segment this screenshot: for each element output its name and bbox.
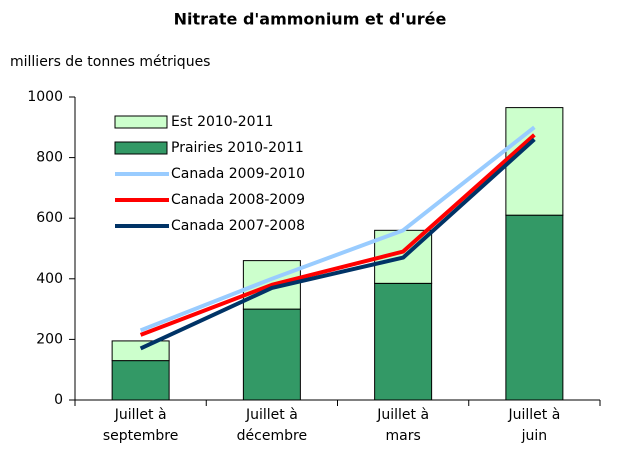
bar [374, 282, 433, 401]
legend-label: Prairies 2010-2011 [171, 140, 304, 156]
bar [242, 308, 301, 401]
line [139, 133, 536, 337]
y-tick-label: 400 [36, 271, 63, 287]
legend-label: Canada 2008-2009 [171, 192, 305, 208]
legend-swatch [114, 141, 168, 155]
line [139, 125, 536, 333]
x-tick-label: Juillet à décembre [237, 407, 307, 444]
legend-label: Canada 2007-2008 [171, 218, 305, 234]
x-tick-label-line: Juillet à [507, 407, 560, 423]
legend-label: Est 2010-2011 [171, 114, 273, 130]
y-axis-unit: milliers de tonnes métriques [10, 54, 210, 70]
legend-swatch [114, 115, 168, 129]
x-tick-label: Juillet à juin [507, 407, 560, 444]
bar [111, 340, 170, 362]
y-tick-label: 0 [54, 392, 63, 408]
y-tick-label: 1000 [27, 89, 63, 105]
x-tick-label-line: Juillet à [114, 407, 167, 423]
x-tick-label-line: Juillet à [376, 407, 429, 423]
x-tick-label: Juillet à septembre [103, 407, 178, 444]
x-tick-label-line: juin [521, 428, 548, 444]
x-tick-label-line: décembre [237, 428, 307, 444]
bar [505, 214, 564, 401]
x-tick-label-line: Juillet à [245, 407, 298, 423]
legend-label: Canada 2009-2010 [171, 166, 305, 182]
y-tick-label: 200 [36, 331, 63, 347]
x-tick-label-line: mars [385, 428, 420, 444]
y-tick-label: 600 [36, 210, 63, 226]
bar [505, 107, 564, 216]
x-tick-label-line: septembre [103, 428, 178, 444]
y-tick-label: 800 [36, 150, 63, 166]
x-tick-label: Juillet à mars [376, 407, 429, 444]
chart-title: Nitrate d'ammonium et d'urée [174, 10, 447, 29]
bar [111, 360, 170, 401]
line [139, 137, 536, 351]
